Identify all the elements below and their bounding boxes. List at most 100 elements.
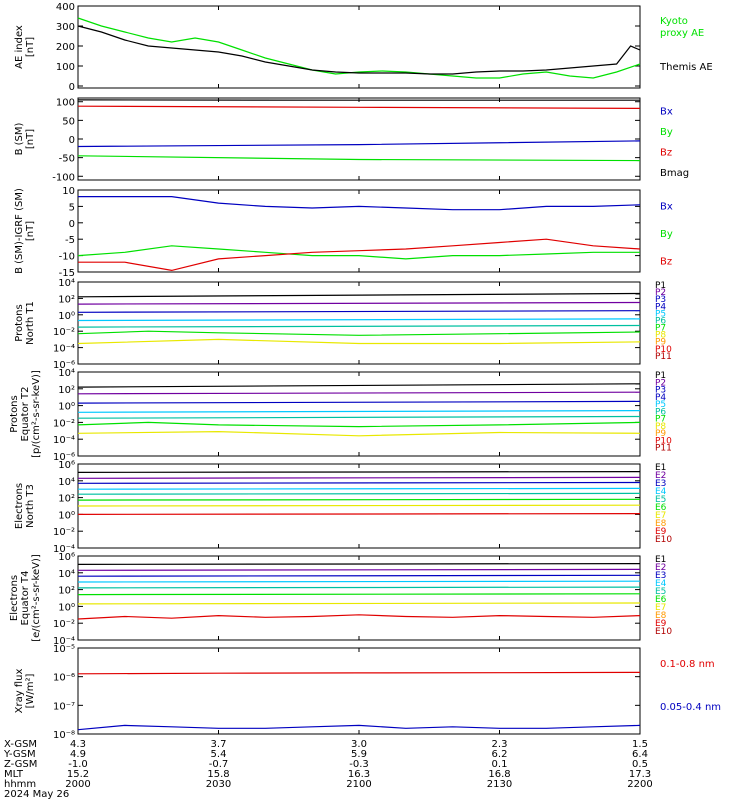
y-tick-label: 10⁻⁸ (53, 730, 75, 741)
y-axis-label: North T1 (25, 301, 36, 345)
y-tick-label: 10⁻⁴ (53, 544, 75, 555)
y-axis-label: B (SM) (14, 122, 25, 155)
y-tick-label: 10⁻² (53, 619, 75, 630)
series-p3 (77, 310, 641, 313)
y-tick-label: 10⁰ (58, 311, 75, 322)
y-axis-label: [p/(cm²-s-sr-keV)] (31, 370, 42, 458)
legend-item: P1 (655, 281, 666, 291)
y-axis-label: [nT] (25, 129, 36, 149)
annotation-value: 16.8 (488, 769, 510, 780)
legend-item: E3 (655, 571, 666, 581)
legend-item: E9 (655, 619, 667, 629)
series-e1 (77, 471, 641, 473)
panel-bdiff: -15 -10 -5 0 5 10 B (SM)-IGRF (SM) [nT] Bx By Bz (14, 186, 673, 279)
series-kyoto-proxy-ae (77, 17, 641, 79)
series-e3 (77, 574, 641, 577)
y-axis-label: B (SM)-IGRF (SM) (14, 188, 25, 274)
legend-item: E8 (655, 611, 667, 621)
y-tick-label: 10² (58, 586, 75, 597)
y-tick-label: 10⁻⁴ (53, 344, 75, 355)
y-tick-label: 0 (69, 135, 75, 146)
series-bx (77, 140, 641, 148)
legend-item: P8 (655, 422, 666, 432)
y-tick-label: -10 (59, 252, 75, 263)
annotation-value: 0.5 (632, 759, 648, 770)
annotation-value: -0.3 (349, 759, 369, 770)
series-e7 (77, 602, 641, 605)
annotation-value: 2100 (346, 779, 371, 790)
legend-item: Bz (660, 147, 672, 158)
annotation-row-label: Y-GSM (3, 749, 36, 760)
legend-item: E2 (655, 563, 666, 573)
legend-item: E1 (655, 555, 666, 565)
series-e1 (77, 562, 641, 566)
legend-item: 0.1-0.8 nm (660, 659, 715, 670)
legend-item: P11 (655, 352, 672, 362)
legend-item: E4 (655, 487, 667, 497)
annotation-value: 16.3 (348, 769, 370, 780)
legend-item: P6 (655, 407, 666, 417)
series-e4 (77, 580, 641, 583)
annotation-value: 3.7 (211, 739, 227, 750)
legend-item: 0.05-0.4 nm (660, 702, 721, 713)
annotation-value: 4.9 (70, 749, 86, 760)
legend-item: P5 (655, 309, 666, 319)
legend-item: E7 (655, 511, 666, 521)
panel-ee: 10⁻⁴ 10⁻² 10⁰ 10² 10⁴ 10⁶ Electrons Equator T4[… (9, 552, 672, 647)
annotation-value: 5.4 (211, 749, 227, 760)
series-e6 (77, 498, 641, 501)
legend-item: P10 (655, 436, 672, 446)
y-tick-label: 10⁻² (53, 418, 75, 429)
y-tick-label: 0 (69, 219, 75, 230)
y-axis-label: Protons (14, 304, 25, 341)
series-e7 (77, 504, 641, 507)
series-p7 (77, 430, 641, 437)
legend-item: E1 (655, 463, 666, 473)
y-tick-label: 0 (69, 82, 75, 93)
y-axis-label: [nT] (25, 37, 36, 57)
panel-bsm: -100 -50 0 50 100 B (SM) [nT] Bx By Bz Bmag (14, 97, 689, 183)
y-axis-label: Electrons (9, 575, 20, 621)
y-tick-label: 10⁻⁶ (53, 452, 75, 463)
series-e4 (77, 487, 641, 490)
y-axis-label: Xray flux (14, 669, 25, 714)
legend-item: proxy AE (660, 28, 704, 39)
series-p1 (77, 292, 641, 298)
series-bx (78, 196, 641, 211)
annotation-value: 15.2 (67, 769, 89, 780)
y-tick-label: 300 (56, 22, 75, 33)
y-tick-label: 10 (62, 186, 75, 197)
series-0-1-0-8-nm (77, 671, 641, 675)
series-bz (78, 238, 641, 272)
annotation-value: 5.9 (351, 749, 367, 760)
series-p1 (77, 383, 641, 388)
legend-item: P4 (655, 393, 666, 403)
series-p6 (77, 330, 641, 336)
series-p6 (77, 421, 641, 428)
annotation-value: 6.2 (492, 749, 508, 760)
y-tick-label: 50 (62, 116, 75, 127)
legend-item: P2 (655, 288, 666, 298)
y-tick-label: 10⁻⁴ (53, 435, 75, 446)
legend-item: E6 (655, 503, 667, 513)
y-tick-label: 200 (56, 42, 75, 53)
annotation-value: 2130 (487, 779, 512, 790)
y-tick-label: 10⁴ (58, 368, 75, 379)
legend-item: P8 (655, 331, 666, 341)
y-tick-label: 10⁻⁷ (53, 701, 75, 712)
legend-item: P9 (655, 338, 666, 348)
y-tick-label: 10² (58, 294, 75, 305)
series-e6 (77, 593, 641, 596)
legend-item: P3 (655, 386, 666, 396)
y-tick-label: 5 (69, 202, 75, 213)
annotation-row-label: hhmm (4, 779, 36, 790)
legend-item: P2 (655, 378, 666, 388)
y-tick-label: 10⁶ (58, 552, 75, 563)
legend-item: P3 (655, 295, 666, 305)
series-e5 (77, 492, 641, 495)
y-tick-label: 10⁻⁵ (53, 644, 75, 655)
y-axis-label: Protons (9, 395, 20, 432)
series-e2 (77, 476, 641, 479)
